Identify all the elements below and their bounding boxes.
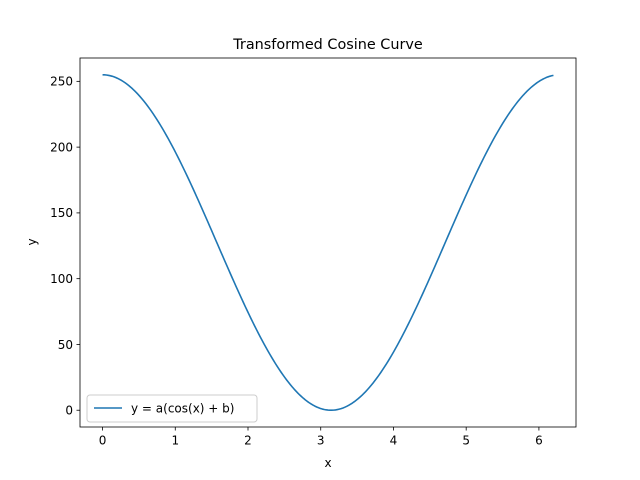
y-tick-label: 150: [50, 206, 73, 220]
x-axis-label: x: [324, 456, 331, 470]
legend: y = a(cos(x) + b): [86, 394, 258, 423]
y-tick-label: 200: [50, 140, 73, 154]
legend-box: [86, 394, 258, 423]
x-tick-label: 0: [99, 434, 107, 448]
x-tick-label: 6: [535, 434, 543, 448]
x-tick-label: 5: [462, 434, 470, 448]
x-tick-label: 3: [317, 434, 325, 448]
axes-layer: 0 1 2 3 4 5 6 0 50 100 150 200 250: [50, 57, 577, 448]
legend-label: y = a(cos(x) + b): [131, 402, 234, 416]
plot-layer: [102, 73, 554, 412]
y-tick-label: 50: [58, 338, 73, 352]
x-tick-label: 2: [244, 434, 252, 448]
x-tick-label: 1: [171, 434, 179, 448]
y-tick-label: 0: [65, 404, 73, 418]
y-axis-label: y: [25, 238, 39, 245]
x-tick-label: 4: [390, 434, 398, 448]
series-line: [102, 73, 554, 412]
y-tick-label: 100: [50, 272, 73, 286]
chart-title: Transformed Cosine Curve: [232, 37, 423, 53]
y-tick-label: 250: [50, 75, 73, 89]
axes-frame: [79, 57, 577, 428]
